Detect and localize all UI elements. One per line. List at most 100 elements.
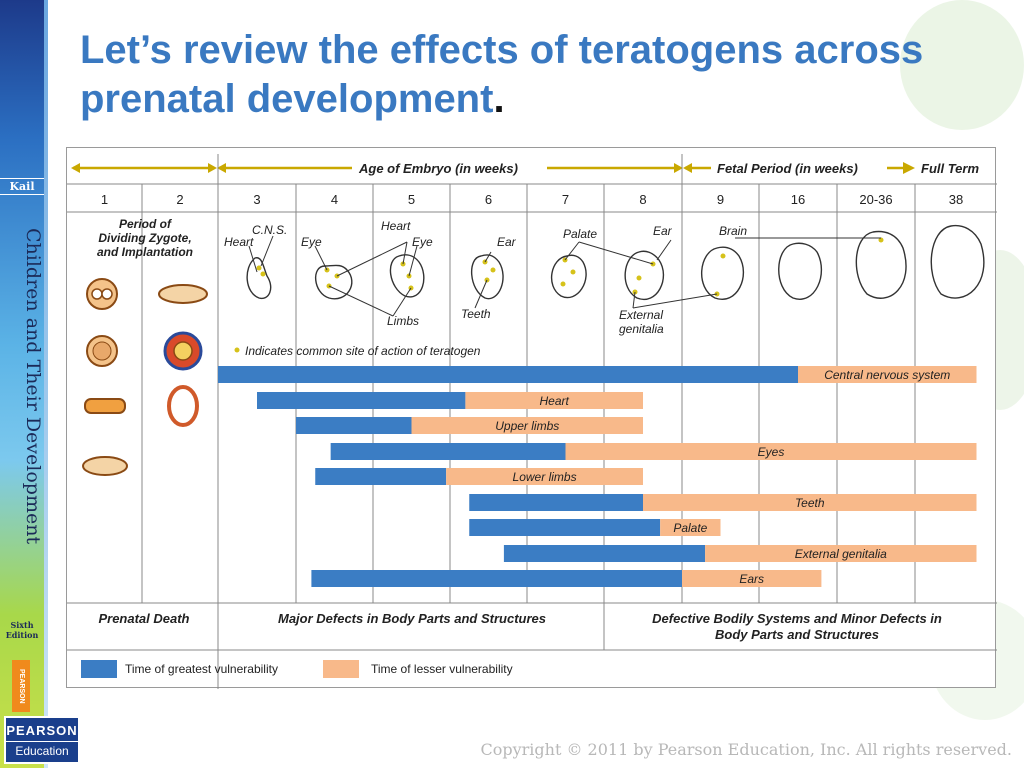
bar-label: Lower limbs [513,470,577,484]
title-text: Let’s review the effects of teratogens a… [80,28,924,121]
label-prenatal-death: Prenatal Death [98,611,189,626]
label-minor-defects-line1: Defective Bodily Systems and Minor Defec… [652,611,942,626]
logo-line: PEARSON [6,723,78,738]
edition-line: Edition [5,630,39,640]
label-teeth: Teeth [461,307,491,321]
copyright-notice: Copyright © 2011 by Pearson Education, I… [480,740,1012,759]
logo-line: Education [6,741,78,758]
label-brain: Brain [719,224,747,238]
zygote-label-line: and Implantation [97,245,193,259]
sidebar-edge [44,0,48,768]
bar-lesser [465,392,643,409]
label-cns: C.N.S. [252,223,287,237]
note-dot-icon [234,347,240,353]
fetus-week20-36-icon [855,230,907,299]
bar-label: Eyes [758,445,785,459]
week-labels: 1 2 3 4 5 6 7 8 9 16 20-36 38 [101,192,963,207]
title-period: . [493,77,505,121]
embryo-week8-icon [624,250,665,301]
week-label: 7 [562,192,569,207]
bar-greatest [469,519,661,536]
bar-label: Ears [739,572,764,586]
bar-greatest [257,392,466,409]
label-major-defects: Major Defects in Body Parts and Structur… [278,611,546,626]
bar-lesser [682,570,822,587]
label-heart-week3: Heart [224,235,254,249]
label-minor-defects-line2: Body Parts and Structures [715,627,879,642]
label-palate: Palate [563,227,597,241]
embryo-week6-icon [470,254,504,300]
pearson-vertical-logo: PEARSON [12,660,30,712]
author-tag: Kail [0,178,44,195]
bar-label: Heart [540,394,570,408]
week-label: 3 [253,192,260,207]
legend-swatch-lesser [323,660,359,678]
blastocyst-icon [84,398,126,414]
label-eye-week4: Eye [301,235,322,249]
bar-lesser [446,468,643,485]
background-circle [900,0,1024,130]
embryonic-disc-icon [167,385,199,427]
teratogen-chart: Age of Embryo (in weeks) Fetal Period (i… [66,147,997,689]
embryo-week7-icon [550,254,587,299]
week-label: 4 [331,192,338,207]
week-label: 5 [408,192,415,207]
label-external: External [619,308,663,322]
bar-label: External genitalia [795,547,887,561]
fetus-week9-icon [700,246,745,301]
label-ear-week6: Ear [497,235,517,249]
header-full-term: Full Term [921,161,979,176]
sidebar-band [0,0,44,768]
label-ear-week8: Ear [653,224,673,238]
edition-label: Sixth Edition [0,620,44,640]
bar-greatest [330,443,566,460]
week-label: 8 [639,192,646,207]
fetus-week38-icon [930,224,985,299]
bar-lesser [660,519,721,536]
header-embryo: Age of Embryo (in weeks) [358,161,518,176]
slide-title: Let’s review the effects of teratogens a… [80,26,960,124]
bar-greatest [218,366,798,383]
legend-swatch-greatest [81,660,117,678]
fetus-week16-icon [778,242,822,300]
note-teratogen-site: Indicates common site of action of terat… [245,344,481,358]
bar-greatest [503,545,706,562]
bar-lesser [411,417,643,434]
leader-lines [248,235,881,317]
implantation-stage-icon [158,284,208,304]
bar-label: Upper limbs [495,419,559,433]
bar-lesser [565,443,977,460]
bar-label: Palate [673,521,707,535]
week-label: 6 [485,192,492,207]
legend-label-greatest: Time of greatest vulnerability [125,662,278,676]
zygote-label-line: Dividing Zygote, [98,231,191,245]
bar-label: Teeth [795,496,825,510]
bar-lesser [798,366,977,383]
embryo-illustrations [246,224,985,301]
label-genitalia: genitalia [619,322,664,336]
vulnerability-bars: Central nervous system Heart Upper limbs Ey… [218,366,977,587]
label-limbs: Limbs [387,314,419,328]
bar-greatest [315,468,447,485]
week-label: 20-36 [859,192,892,207]
bar-greatest [469,494,643,511]
zygote-illustrations [82,278,208,476]
bar-lesser [643,494,977,511]
bar-greatest [296,417,412,434]
bar-label: Central nervous system [824,368,950,382]
week-label: 16 [791,192,805,207]
embryo-week5-icon [389,254,425,298]
chart-svg: Age of Embryo (in weeks) Fetal Period (i… [67,154,997,689]
header-arrows [71,162,915,174]
book-title: Children and Their Development [22,228,44,545]
label-eye-week5: Eye [412,235,433,249]
label-heart-week5: Heart [381,219,411,233]
week-label: 9 [717,192,724,207]
pearson-education-logo: PEARSON Education [4,716,80,764]
embryo-week4-icon [315,264,353,300]
bar-greatest [311,570,682,587]
bar-lesser [705,545,977,562]
zygote-label-line: Period of [119,217,172,231]
week-label: 2 [176,192,183,207]
week-label: 38 [949,192,963,207]
